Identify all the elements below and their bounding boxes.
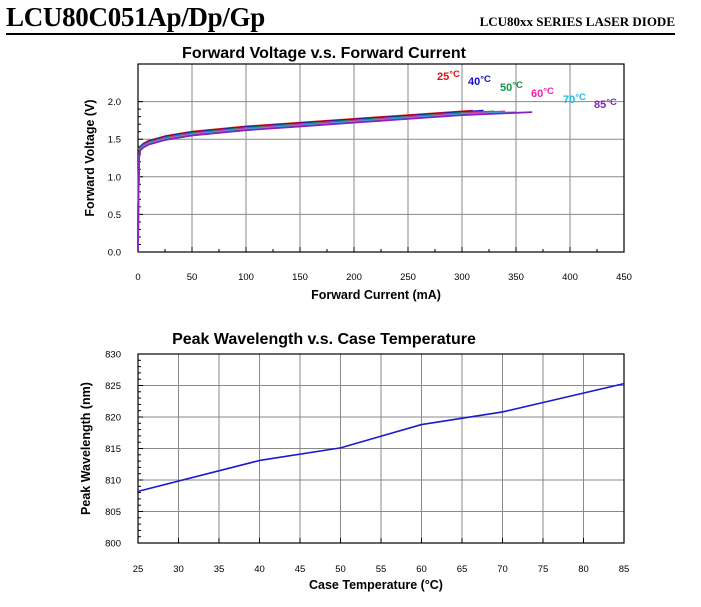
chart1-x-tick-label: 250	[400, 272, 416, 283]
series-label-unit: °C	[512, 80, 523, 91]
chart2-y-tick-label: 825	[105, 381, 121, 392]
series-label-unit: °C	[543, 86, 554, 97]
chart1-title: Forward Voltage v.s. Forward Current	[182, 45, 467, 62]
chart2-x-tick-label: 80	[578, 564, 589, 575]
chart2-series-line-main	[137, 382, 625, 493]
chart2-y-tick-label: 820	[105, 413, 121, 424]
chart2-y-tick-label: 805	[105, 507, 121, 518]
chart1-y-axis-label: Forward Voltage (V)	[83, 99, 97, 216]
series-label-85: 85°C	[594, 97, 617, 111]
chart2-y-tick-label: 800	[105, 539, 121, 550]
chart2-x-tick-label: 50	[335, 564, 346, 575]
series-label-number: 85	[594, 99, 606, 111]
series-label-unit: °C	[480, 74, 491, 85]
series-label-unit: °C	[575, 92, 586, 103]
chart1-x-tick-label: 350	[508, 272, 524, 283]
chart1-x-tick-label: 450	[616, 272, 632, 283]
chart2-y-tick-label: 815	[105, 444, 121, 455]
chart1-x-axis-label: Forward Current (mA)	[311, 288, 441, 302]
chart2-x-tick-label: 60	[416, 564, 427, 575]
series-label-unit: °C	[449, 69, 460, 80]
chart1-plot-frame	[137, 63, 625, 253]
series-label-number: 70	[563, 94, 575, 106]
series-label-40: 40°C	[468, 74, 491, 88]
chart1-y-tick-label: 0.5	[108, 210, 121, 221]
chart2-x-tick-label: 25	[133, 564, 144, 575]
chart1-x-tick-label: 400	[562, 272, 578, 283]
chart1-x-tick-label: 100	[238, 272, 254, 283]
chart1-y-tick-label: 2.0	[108, 97, 121, 108]
series-label-unit: °C	[606, 97, 617, 108]
chart1-x-tick-label: 150	[292, 272, 308, 283]
chart2-y-axis-label: Peak Wavelength (nm)	[79, 382, 93, 515]
chart2-x-tick-label: 35	[214, 564, 225, 575]
chart1-y-tick-label: 1.0	[108, 172, 121, 183]
chart1-x-tick-label: 50	[187, 272, 198, 283]
chart2-title: Peak Wavelength v.s. Case Temperature	[172, 331, 476, 348]
chart2-x-tick-label: 45	[295, 564, 306, 575]
chart1-y-tick-label: 1.5	[108, 135, 121, 146]
chart2-x-tick-label: 70	[497, 564, 508, 575]
chart1-x-tick-label: 0	[135, 272, 140, 283]
chart2-y-tick-label: 810	[105, 476, 121, 487]
chart2-x-tick-label: 85	[619, 564, 630, 575]
series-label-number: 60	[531, 88, 543, 100]
series-label-60: 60°C	[531, 86, 554, 100]
chart2-x-tick-label: 65	[457, 564, 468, 575]
chart2-x-tick-label: 55	[376, 564, 387, 575]
forward-voltage-chart: 0 50 100 150 200 250 300 350 400 450 0.0 0.5 1.0 1.5 2…	[83, 45, 632, 302]
chart1-y-tick-label: 0.0	[108, 248, 121, 259]
chart2-x-tick-label: 30	[173, 564, 184, 575]
series-label-25: 25°C	[437, 69, 460, 83]
part-number-title: LCU80C051Ap/Dp/Gp	[6, 2, 265, 32]
series-label: LCU80xx SERIES LASER DIODE	[479, 14, 675, 29]
chart1-x-tick-label: 200	[346, 272, 362, 283]
chart2-x-tick-label: 40	[254, 564, 265, 575]
chart1-series-line-85	[137, 111, 533, 253]
chart2-y-tick-label: 830	[105, 350, 121, 361]
series-label-number: 25	[437, 71, 449, 83]
chart2-x-tick-label: 75	[538, 564, 549, 575]
series-label-number: 50	[500, 82, 512, 94]
chart1-x-tick-label: 300	[454, 272, 470, 283]
series-label-50: 50°C	[500, 80, 523, 94]
header-rule	[6, 33, 675, 35]
chart2-x-axis-label: Case Temperature (°C)	[309, 578, 443, 592]
series-label-70: 70°C	[563, 92, 586, 106]
chart1-plot-area	[138, 64, 624, 252]
series-label-number: 40	[468, 76, 480, 88]
